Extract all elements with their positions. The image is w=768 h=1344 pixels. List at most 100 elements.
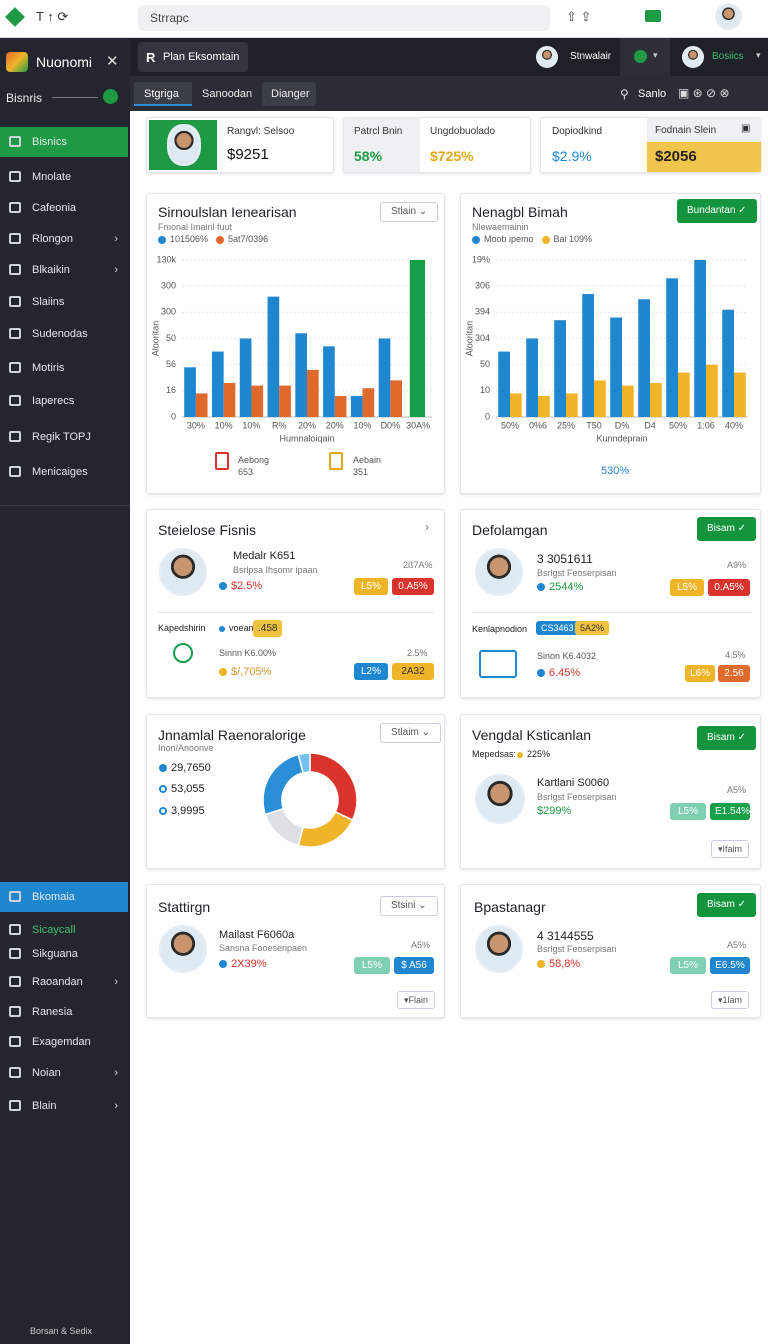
menu-item[interactable]: Exagemdan (0, 1027, 128, 1057)
legend-swatch (541, 235, 550, 244)
person-subtitle: Sansna Fooeseripaen (219, 943, 308, 953)
dropdown[interactable] (103, 89, 118, 104)
dropdown[interactable]: Stlain ⌄ (380, 202, 439, 222)
avatar[interactable] (682, 46, 704, 68)
button[interactable]: Bisam ✓ (697, 893, 756, 917)
user-name[interactable]: Stnwalair (570, 51, 612, 62)
menu-item[interactable]: Motiris (0, 353, 128, 383)
badge: 0.A5% (392, 578, 434, 595)
panel-title: Jnnamlal Raenoralorige (158, 727, 306, 743)
dropdown[interactable]: Stlaim ⌄ (380, 723, 441, 743)
panel-title: Defolamgan (472, 522, 548, 538)
decoration (472, 612, 751, 613)
menu-item[interactable]: Slaiins (0, 287, 128, 317)
bar (390, 380, 402, 417)
menu-item[interactable]: Blkaikin › (0, 255, 128, 285)
meta-label: Mepedsas: (472, 749, 517, 759)
avatar[interactable] (536, 46, 558, 68)
x-tick-label: 50% (669, 420, 687, 430)
menu-label: Sudenodas (32, 328, 88, 340)
avatar[interactable] (715, 3, 742, 30)
decoration (219, 582, 227, 591)
item-stat: 6.45% (549, 667, 581, 679)
header: R Plan Eksomtain Stnwalair ▾ Bosiics ▾ (130, 38, 768, 76)
icon[interactable] (645, 10, 661, 22)
menu-item[interactable]: Blain › (0, 1091, 128, 1121)
icon[interactable]: ⇧ ⇪ (566, 9, 592, 24)
more-button[interactable]: ▾1lam (711, 991, 750, 1009)
x-axis-title: Kunndeprain (596, 433, 647, 443)
decoration: $2.5% (219, 580, 262, 592)
legend-label: 5at7/0396 (228, 234, 269, 244)
menu-item[interactable]: Bkomaia (0, 882, 128, 912)
kpi-photo (149, 120, 217, 170)
bar (722, 309, 734, 417)
x-tick-label: 30A% (406, 420, 430, 430)
menu-item[interactable]: Cafeonia (0, 193, 128, 223)
y-tick-label: 300 (161, 307, 176, 317)
person-change: 2ß7A% (403, 560, 433, 570)
user-name[interactable]: Bosiics (712, 51, 744, 62)
panel-title: Sirnoulslan Ienearisan (158, 204, 297, 220)
menu-item[interactable]: Sikguana (0, 939, 128, 969)
divider (0, 505, 130, 506)
menu-item[interactable]: Rlongon › (0, 224, 128, 254)
person-change: A5% (411, 940, 431, 950)
url-field[interactable]: Strrapc (138, 5, 550, 31)
menu-item[interactable]: Menicaiges (0, 457, 128, 487)
menu-item[interactable]: Bisnics (0, 127, 128, 157)
more-button[interactable]: ▾Ifaim (711, 840, 750, 858)
kpi-value: 58% (354, 148, 383, 164)
menu-icon (9, 233, 21, 244)
menu-item[interactable]: Ranesia (0, 997, 128, 1027)
button[interactable]: Bisam ✓ (697, 726, 756, 750)
dropdown-label: Stlaim (391, 727, 419, 738)
decoration (219, 668, 227, 677)
item-change: 2.5% (407, 648, 428, 658)
menu-icon (9, 976, 21, 987)
menu-item[interactable]: Raoandan › (0, 967, 128, 997)
people-panel: Steielose Fisnis › Medalr K651 Bsrlpsa I… (146, 509, 445, 698)
icon (479, 650, 517, 678)
y-tick-label: 306 (475, 281, 490, 291)
menu-item[interactable]: Sudenodas (0, 319, 128, 349)
legend: Moob ipemo Bai 109% (472, 234, 600, 244)
menu-item[interactable]: Regik TOPJ (0, 422, 128, 452)
donut-slice (309, 752, 358, 822)
badge: L5% (354, 957, 390, 974)
decoration (219, 960, 227, 969)
toolbar-icons[interactable]: ▣ ⊛ ⊘ ⊗ (678, 86, 730, 100)
menu-icon (9, 1100, 21, 1111)
dropdown-label: Stlain (391, 206, 417, 217)
dropdown[interactable]: Stsini ⌄ (380, 896, 438, 916)
more-button[interactable]: ▾Flain (397, 991, 436, 1009)
tab[interactable]: Sanoodan (194, 82, 256, 106)
decoration (167, 124, 201, 166)
header-tab[interactable]: R Plan Eksomtain (138, 42, 248, 72)
donut-slice (297, 810, 354, 848)
menu-icon (9, 328, 21, 339)
button[interactable]: Bisam ✓ (697, 517, 756, 541)
button[interactable]: Bundantan ✓ (677, 199, 757, 223)
bar (323, 346, 335, 417)
close[interactable]: ✕ (106, 53, 119, 70)
kpi-label: Ungdobuolado (430, 126, 496, 137)
decoration: 2544% (537, 581, 583, 593)
panel-title: Bpastanagr (474, 899, 546, 915)
chat[interactable]: ▾ (620, 38, 670, 76)
menu-item[interactable]: Mnolate (0, 162, 128, 192)
tab[interactable]: Stgriga (134, 82, 192, 106)
workspace[interactable]: Bisnris (6, 91, 43, 105)
menu-label: Blkaikin (32, 264, 70, 276)
menu-label: Menicaiges (32, 466, 88, 478)
x-tick-label: 10% (242, 420, 260, 430)
person-change: A5% (727, 785, 747, 795)
menu-item[interactable]: Sicaycall (0, 915, 128, 945)
tab[interactable]: Dianger (262, 82, 316, 106)
menu-label: Bkomaia (32, 891, 75, 903)
toolbar-label[interactable]: Sanlo (638, 88, 667, 100)
menu-item[interactable]: Noian › (0, 1058, 128, 1088)
menu-label: Sicaycall (32, 924, 76, 936)
legend-label: Moob ipemo (484, 234, 534, 244)
menu-item[interactable]: Iaperecs (0, 386, 128, 416)
